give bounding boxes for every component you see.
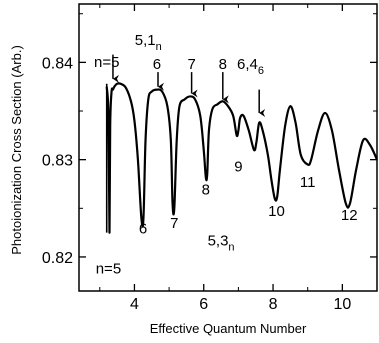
annotation-label: 5,1n (135, 32, 162, 53)
annotation-label: 6 (139, 221, 147, 238)
annotation-label: 8 (202, 182, 210, 199)
annotation-label: 8 (219, 56, 227, 73)
y-axis-label: Photoionization Cross Section (Arb.) (9, 45, 24, 255)
x-tick-label: 4 (130, 296, 139, 313)
arrow-group (112, 54, 266, 117)
annotation-group: n=5 5,1n 6 7 8 6,46 9 11 6 7 8 10 12 5,3n n=5 (94, 32, 358, 278)
x-tick-label: 8 (269, 296, 278, 313)
series-line-0 (105, 82, 378, 234)
axis-ticks (79, 4, 378, 291)
annotation-label: n=5 (94, 54, 119, 71)
annotation-label: 5,3n (208, 232, 235, 253)
annotation-label: 7 (170, 215, 178, 232)
annotation-label: 12 (341, 207, 358, 224)
annotation-label: 7 (187, 56, 195, 73)
annotation-label: 6 (153, 56, 161, 73)
annotation-label: n=5 (96, 260, 121, 277)
x-tick-label: 10 (333, 296, 351, 313)
axis-tick-labels: 4 6 8 10 0.82 0.83 0.84 (42, 55, 351, 313)
annotation-label: 9 (234, 158, 242, 175)
x-axis-label: Effective Quantum Number (150, 321, 307, 336)
annotation-label: 11 (300, 174, 316, 191)
y-tick-label: 0.84 (42, 55, 73, 72)
y-tick-label: 0.82 (42, 250, 73, 267)
x-tick-label: 6 (199, 296, 208, 313)
annotation-label: 10 (268, 203, 285, 220)
series-group (105, 82, 378, 234)
y-tick-label: 0.83 (42, 153, 73, 170)
plot-frame (78, 3, 378, 292)
annotation-label: 6,46 (237, 56, 264, 77)
